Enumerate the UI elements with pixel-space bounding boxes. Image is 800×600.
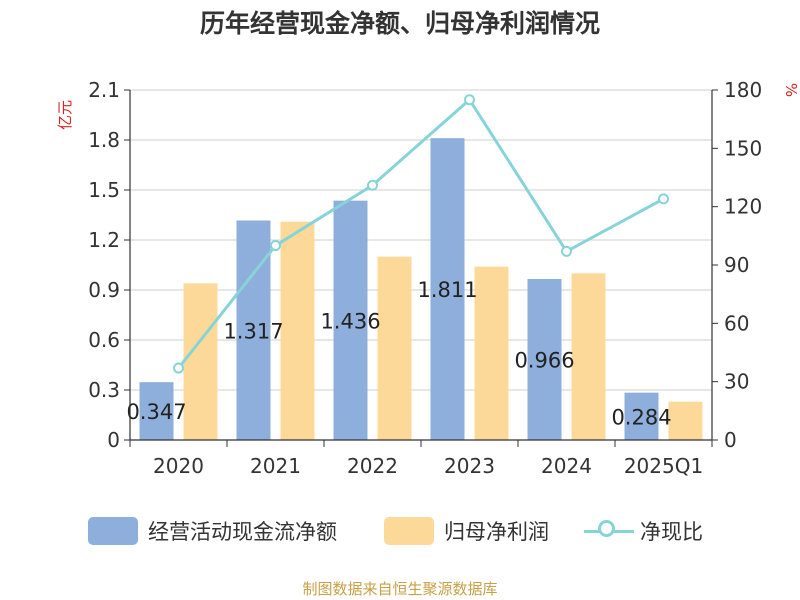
y-right-tick-label: 0 [724,428,737,452]
y-right-tick-label: 30 [724,370,749,394]
legend-swatch-ratio [584,517,634,545]
ratio-line-path [177,97,665,369]
bar-net-profit [377,256,412,440]
data-label-cashflow: 0.966 [514,349,574,373]
legend-item-net-profit: 归母净利润 [384,516,549,546]
legend-item-cashflow: 经营活动现金流净额 [88,516,337,546]
x-tick-label: 2021 [250,454,301,478]
y-right-tick-label: 90 [724,253,749,277]
bar-cashflow [333,200,368,440]
data-label-cashflow: 1.436 [320,309,380,333]
ratio-point [658,193,669,205]
x-tick-label: 2025Q1 [624,454,703,478]
legend-swatch-cashflow [88,517,138,545]
bar-net-profit [183,283,218,440]
grid-lines [130,89,712,391]
legend-label-cashflow: 经营活动现金流净额 [148,520,337,544]
bar-net-profit [280,221,315,440]
ratio-point [367,179,378,191]
x-tick-label: 2023 [444,454,495,478]
y-left-tick-label: 0.6 [88,328,120,352]
ratio-point [561,245,572,257]
data-source-note: 制图数据来自恒生聚源数据库 [302,580,498,598]
bar-cashflow [139,382,174,440]
bar-cashflow [624,392,659,440]
legend-swatch-net-profit [384,517,434,545]
ratio-point [464,94,475,106]
y-right-tick-label: 150 [724,136,762,160]
y-axis-left-label: 亿元 [56,100,74,130]
data-label-cashflow: 0.347 [126,400,186,424]
bar-net-profit [571,273,606,440]
bar-cashflow [430,138,465,440]
x-tick-label: 2022 [347,454,398,478]
y-left-tick-label: 0.3 [88,378,120,402]
x-tick-label: 2024 [541,454,592,478]
y-left-tick-label: 1.5 [88,178,120,202]
data-label-cashflow: 1.811 [417,278,477,302]
ratio-point [270,240,281,252]
chart-title: 历年经营现金净额、归母净利润情况 [199,9,600,38]
legend-label-net-profit: 归母净利润 [444,520,549,544]
x-tick-label: 2020 [153,454,204,478]
bars: 0.347 1.317 1.436 1.811 0.966 0.284 [126,138,703,440]
y-left-tick-label: 0 [107,428,120,452]
bar-net-profit [668,401,703,440]
y-left-tick-label: 2.1 [88,78,120,102]
bar-cashflow [527,279,562,440]
y-right-tick-label: 60 [724,311,749,335]
bar-net-profit [474,266,509,440]
y-right-tick-label: 180 [724,78,762,102]
y-left-tick-label: 1.2 [88,228,120,252]
y-left-tick-label: 1.8 [88,128,120,152]
legend: 经营活动现金流净额 归母净利润 净现比 [0,516,800,556]
legend-label-ratio: 净现比 [640,520,703,544]
legend-item-ratio: 净现比 [584,516,703,546]
y-left-tick-label: 0.9 [88,278,120,302]
data-label-cashflow: 0.284 [611,405,671,429]
y-axis-right-label: % [782,83,800,97]
ratio-line [173,94,669,374]
ratio-point [173,362,184,374]
axes: 0 0.3 0.6 0.9 1.2 1.5 1.8 2.1 0 30 60 90 120 150 180 20… [88,78,762,478]
data-label-cashflow: 1.317 [223,319,283,343]
y-right-tick-label: 120 [724,195,762,219]
